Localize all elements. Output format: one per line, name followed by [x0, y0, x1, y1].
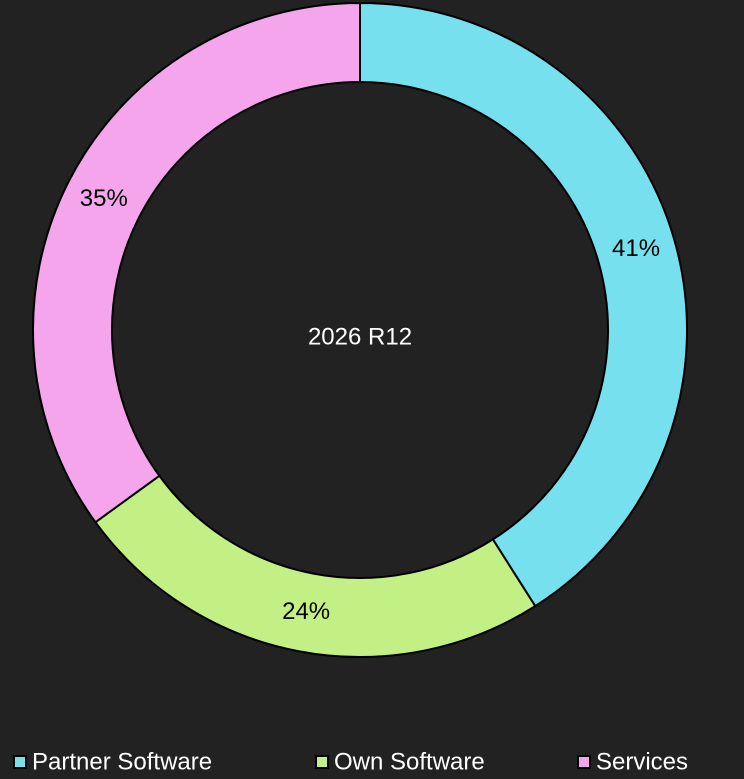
legend-swatch — [577, 755, 591, 769]
data-label: 41% — [612, 235, 660, 262]
legend-item: Services — [577, 748, 688, 775]
donut-slice — [32, 1, 361, 524]
data-label: 35% — [80, 185, 128, 212]
legend-swatch — [13, 755, 27, 769]
legend-label: Services — [596, 748, 688, 775]
legend-item: Partner Software — [13, 748, 212, 775]
legend-item: Own Software — [315, 748, 485, 775]
donut-slice — [359, 1, 688, 608]
data-label: 24% — [282, 598, 330, 625]
center-label: 2026 R12 — [308, 323, 412, 350]
legend-label: Partner Software — [32, 748, 212, 775]
legend-label: Own Software — [334, 748, 485, 775]
legend-swatch — [315, 755, 329, 769]
